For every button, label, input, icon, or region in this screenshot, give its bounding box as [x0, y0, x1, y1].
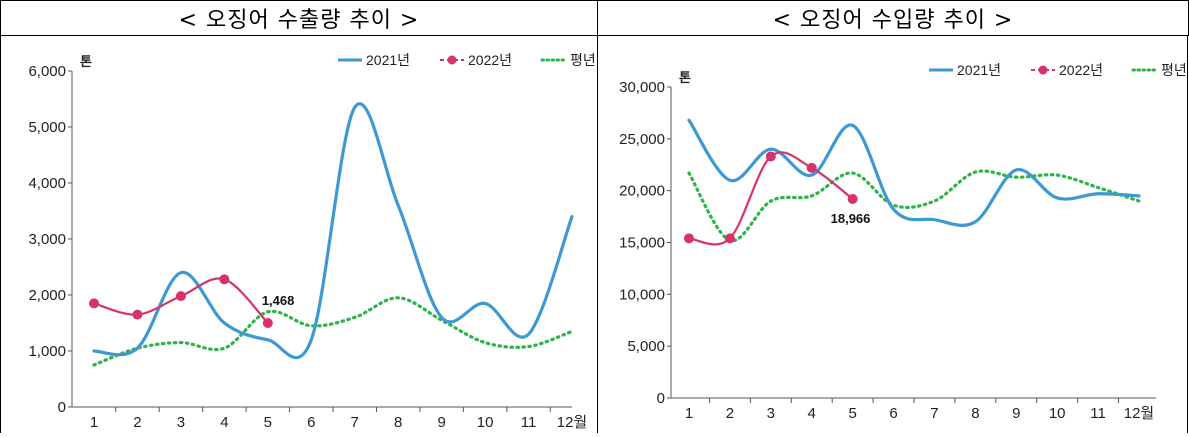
- x-tick-label: 4: [808, 405, 816, 422]
- legend-marker-2022년: [447, 55, 457, 65]
- legend-marker-2022년: [1038, 65, 1048, 75]
- legend-label-2022년: 2022년: [1059, 62, 1103, 78]
- x-tick-label: 10: [1049, 405, 1066, 422]
- import-panel-title: < 오징어 수입량 추이 >: [597, 0, 1189, 36]
- y-tick-label: 6,000: [28, 63, 66, 80]
- series-point-2022년: [765, 151, 776, 162]
- series-point-2022년: [175, 291, 186, 302]
- x-tick-label: 11: [1090, 405, 1106, 422]
- y-tick-label: 15,000: [619, 235, 665, 252]
- y-tick-label: 10,000: [619, 286, 665, 303]
- x-tick-label: 8: [971, 405, 979, 422]
- y-tick-label: 4,000: [28, 175, 66, 192]
- x-tick-label: 8: [394, 414, 402, 431]
- series-point-2022년: [684, 233, 694, 244]
- series-point-2022년: [806, 162, 817, 173]
- x-tick-label: 12월: [557, 414, 588, 431]
- series-point-2022년: [89, 298, 99, 309]
- x-tick-label: 1: [685, 405, 693, 422]
- x-tick-label: 7: [351, 414, 359, 431]
- legend-label-평년: 평년: [1161, 62, 1186, 78]
- y-tick-label: 1,000: [28, 343, 66, 360]
- legend-label-2021년: 2021년: [957, 62, 1001, 78]
- import-chart-panel: 0 5,000 10,000 15,000 20,000 25,000 30,000 톤 1 2 3…: [599, 38, 1187, 433]
- x-tick-label: 11: [521, 414, 537, 431]
- series-line-2022년: [687, 151, 854, 246]
- export-panel-title: < 오징어 수출량 추이 >: [0, 0, 598, 36]
- x-tick-label: 3: [767, 405, 775, 422]
- x-tick-label: 2: [133, 414, 141, 431]
- y-axis-unit-label: 톤: [679, 70, 691, 85]
- series-point-2022년: [724, 233, 735, 244]
- series-point-2022년: [219, 274, 230, 285]
- y-tick-label: 0: [657, 390, 665, 407]
- legend-label-2022년: 2022년: [468, 52, 512, 68]
- x-tick-label: 6: [307, 414, 315, 431]
- y-tick-label: 5,000: [627, 338, 665, 355]
- x-tick-label: 6: [889, 405, 897, 422]
- left-border: [0, 36, 1, 433]
- series-line-평년: [92, 296, 574, 367]
- x-tick-label: 5: [264, 414, 272, 431]
- x-tick-label: 9: [437, 414, 445, 431]
- x-tick-label: 4: [220, 414, 228, 431]
- x-tick-label: 2: [726, 405, 734, 422]
- x-tick-label: 12월: [1124, 405, 1155, 422]
- y-tick-label: 5,000: [28, 119, 66, 136]
- right-border: [1187, 36, 1188, 433]
- y-tick-label: 25,000: [619, 131, 665, 148]
- x-tick-label: 1: [90, 414, 98, 431]
- x-tick-label: 3: [177, 414, 185, 431]
- legend-label-2021년: 2021년: [366, 52, 410, 68]
- y-axis-unit-label: 톤: [80, 54, 92, 69]
- series-point-2022년: [847, 193, 858, 204]
- y-tick-label: 2,000: [28, 287, 66, 304]
- y-tick-label: 20,000: [619, 183, 665, 200]
- series-point-2022년: [132, 309, 143, 320]
- series-line-2021년: [687, 118, 1141, 227]
- export-chart-panel: 0 1,000 2,000 3,000 4,000 5,000 6,000 톤 1 2 3 4 5 6 7 8…: [2, 38, 596, 433]
- panel-divider: [597, 36, 598, 433]
- x-tick-label: 9: [1012, 405, 1020, 422]
- series-line-2021년: [92, 102, 574, 360]
- y-tick-label: 30,000: [619, 79, 665, 96]
- series-line-평년: [687, 169, 1141, 243]
- x-tick-label: 7: [930, 405, 938, 422]
- x-tick-label: 10: [477, 414, 494, 431]
- data-annotation: 1,468: [262, 293, 295, 308]
- legend-label-평년: 평년: [570, 52, 596, 68]
- import-chart: 0 5,000 10,000 15,000 20,000 25,000 30,000 톤 1 2 3…: [619, 62, 1187, 422]
- data-annotation: 18,966: [831, 211, 871, 226]
- y-tick-label: 0: [58, 399, 66, 416]
- x-tick-label: 5: [848, 405, 856, 422]
- series-point-2022년: [262, 318, 273, 328]
- y-tick-label: 3,000: [28, 231, 66, 248]
- export-chart: 0 1,000 2,000 3,000 4,000 5,000 6,000 톤 1 2 3 4 5 6 7 8…: [28, 52, 596, 431]
